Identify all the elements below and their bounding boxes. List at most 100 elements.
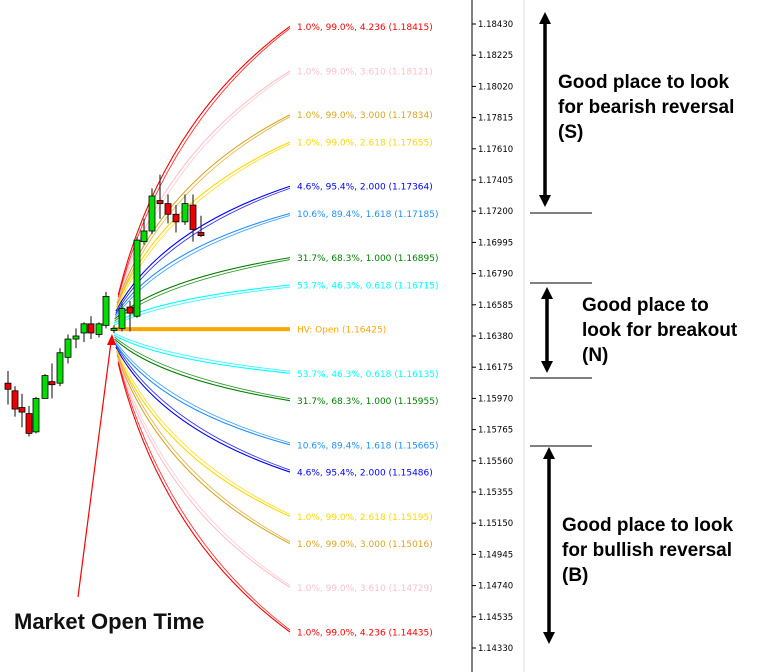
- level-label: 31.7%, 68.3%, 1.000 (1.16895): [297, 254, 439, 264]
- axis-tick-label: 1.18225: [478, 51, 513, 61]
- axis-tick-label: 1.14945: [478, 550, 513, 560]
- axis-tick-label: 1.17405: [478, 176, 513, 186]
- bearish-line-1: Good place to look: [558, 72, 730, 93]
- projection-curve: [113, 332, 291, 374]
- bullish-line-3: (B): [562, 565, 589, 586]
- bull-candle: [110, 325, 118, 333]
- axis-tick-label: 1.18430: [478, 20, 513, 30]
- projection-curve: [114, 340, 291, 446]
- level-label: HV: Open (1.16425): [297, 326, 386, 336]
- bull-candle: [72, 328, 80, 349]
- bear-candle: [172, 205, 180, 233]
- projection-curve: [117, 25, 291, 298]
- bear-candle: [164, 194, 172, 224]
- bear-candle: [126, 300, 134, 332]
- level-label: 1.0%, 99.0%, 2.618 (1.17655): [297, 138, 433, 148]
- bull-candle: [118, 302, 126, 332]
- bear-candle: [11, 386, 19, 417]
- axis-tick-label: 1.14740: [478, 582, 513, 592]
- bullish-line-2: for bullish reversal: [562, 540, 733, 561]
- breakout-zone-annotation: Good place to look for breakout (N): [582, 293, 737, 368]
- bull-candle: [133, 237, 141, 318]
- bullish-line-1: Good place to look: [562, 515, 734, 536]
- bear-candle: [25, 406, 33, 437]
- axis-tick-label: 1.14330: [478, 644, 513, 654]
- candlestick-series: [4, 174, 205, 437]
- projection-curve: [113, 284, 291, 326]
- bear-candle: [156, 174, 164, 219]
- bull-candle: [41, 374, 49, 399]
- breakout-zone-arrow: [541, 287, 553, 373]
- bear-candle: [48, 363, 56, 399]
- axis-tick-label: 1.17610: [478, 145, 513, 155]
- axis-tick-label: 1.15970: [478, 394, 513, 404]
- projection-curve: [117, 361, 291, 633]
- bearish-zone-annotation: Good place to look for bearish reversal …: [558, 70, 734, 145]
- projection-curve: [114, 212, 291, 318]
- level-label: 1.0%, 99.0%, 3.610 (1.18121): [297, 68, 433, 78]
- axis-tick-label: 1.15560: [478, 457, 513, 467]
- level-label: 4.6%, 95.4%, 2.000 (1.15486): [297, 469, 433, 479]
- level-label: 1.0%, 99.0%, 4.236 (1.14435): [297, 629, 433, 639]
- bullish-zone-arrow: [543, 447, 555, 644]
- axis-tick-label: 1.16175: [478, 363, 513, 373]
- breakout-line-1: Good place to: [582, 295, 709, 316]
- level-label: 31.7%, 68.3%, 1.000 (1.15955): [297, 397, 439, 407]
- axis-tick-label: 1.17815: [478, 114, 513, 124]
- axis-tick-label: 1.15150: [478, 519, 513, 529]
- axis-tick-label: 1.16790: [478, 270, 513, 280]
- level-label: 1.0%, 99.0%, 3.000 (1.15016): [297, 540, 433, 550]
- projection-curve: [116, 352, 291, 545]
- bearish-line-3: (S): [558, 122, 584, 143]
- level-label: 10.6%, 89.4%, 1.618 (1.15665): [297, 441, 439, 451]
- level-label: 1.0%, 99.0%, 3.610 (1.14729): [297, 584, 433, 594]
- level-label: 1.0%, 99.0%, 2.618 (1.15195): [297, 513, 433, 523]
- projection-curve: [115, 185, 291, 314]
- bull-candle: [140, 218, 148, 245]
- breakout-line-2: look for breakout: [582, 320, 738, 341]
- price-axis: 1.18430 1.18225 1.18020 1.17815 1.17610 1.174…: [471, 0, 525, 672]
- bull-candle: [148, 188, 156, 235]
- bearish-line-2: for bearish reversal: [558, 97, 735, 118]
- bearish-zone-arrow: [539, 12, 551, 207]
- level-label: 1.0%, 99.0%, 4.236 (1.18415): [297, 23, 433, 33]
- axis-tick-label: 1.16380: [478, 332, 513, 342]
- bear-candle: [87, 316, 95, 340]
- bear-candle: [18, 393, 26, 428]
- bull-candle: [80, 322, 88, 343]
- level-label: 53.7%, 46.3%, 0.618 (1.16715): [297, 282, 439, 292]
- projection-curve: [115, 344, 291, 473]
- axis-tick-label: 1.18020: [478, 82, 513, 92]
- axis-tick-label: 1.16995: [478, 238, 513, 248]
- bear-candle: [4, 371, 12, 405]
- market-open-pointer-arrow: [77, 334, 116, 598]
- projection-curve: [117, 357, 291, 588]
- projection-curve: [115, 348, 291, 517]
- bull-candle: [64, 334, 72, 364]
- zone-arrows: [530, 12, 592, 644]
- projection-curve: [117, 70, 291, 302]
- bear-candle: [197, 215, 205, 238]
- breakout-line-3: (N): [582, 345, 609, 366]
- level-label: 4.6%, 95.4%, 2.000 (1.17364): [297, 183, 433, 193]
- axis-tick-label: 1.14535: [478, 613, 513, 623]
- projection-curve: [116, 114, 291, 306]
- bull-candle: [56, 348, 64, 387]
- bullish-zone-annotation: Good place to look for bullish reversal …: [562, 513, 733, 588]
- bull-candle: [181, 194, 189, 225]
- bull-candle: [102, 291, 110, 329]
- bull-candle: [95, 322, 103, 338]
- bear-candle: [189, 194, 197, 242]
- projection-curves: [113, 25, 291, 633]
- axis-tick-label: 1.16585: [478, 301, 513, 311]
- level-label: 10.6%, 89.4%, 1.618 (1.17185): [297, 210, 439, 220]
- axis-tick-label: 1.15355: [478, 488, 513, 498]
- market-open-time-label: Market Open Time: [14, 609, 205, 634]
- bull-candle: [32, 396, 40, 434]
- axis-tick-label: 1.15765: [478, 426, 513, 436]
- projection-curve: [114, 336, 291, 402]
- level-labels: 1.0%, 99.0%, 4.236 (1.18415) 1.0%, 99.0%,…: [297, 23, 439, 639]
- axis-tick-label: 1.17200: [478, 207, 513, 217]
